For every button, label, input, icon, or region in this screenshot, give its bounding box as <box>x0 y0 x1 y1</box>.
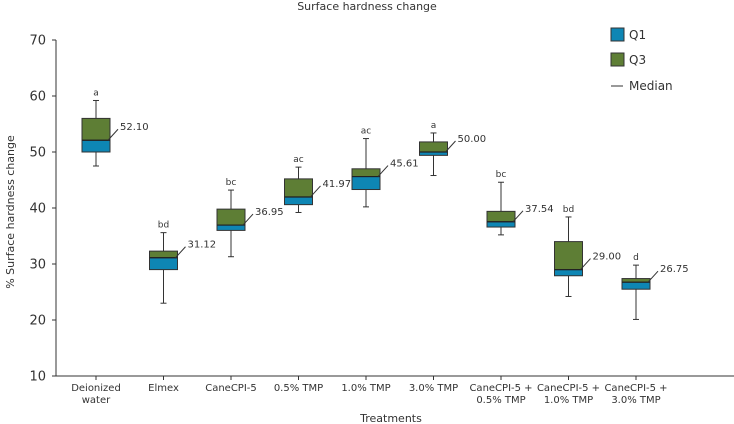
legend-median-label: Median <box>629 79 673 93</box>
q1-box <box>554 269 583 277</box>
box-plots: 52.10 a 31.12 bd 36.95 bc 41.97 ac 45.61 ac 50.00 a… <box>81 88 689 320</box>
x-tick-label: CaneCPI-5 + <box>604 383 667 394</box>
significance-letter: bd <box>158 221 169 231</box>
box-group: 45.61 ac <box>351 127 419 208</box>
y-tick-label: 60 <box>29 90 46 105</box>
x-tick-label: 1.0% TMP <box>544 395 593 406</box>
q1-box <box>621 281 651 290</box>
box-group: 29.00 bd <box>554 205 622 297</box>
y-tick-label: 10 <box>29 370 46 385</box>
y-tick-label: 20 <box>29 314 46 329</box>
x-tick-label: 3.0% TMP <box>611 395 660 406</box>
x-tick-label: 0.5% TMP <box>274 383 323 394</box>
y-tick-label: 70 <box>29 34 46 49</box>
y-axis-label: % Surface hardness change <box>4 135 17 289</box>
legend-q3-swatch <box>610 52 625 67</box>
significance-letter: ac <box>361 127 372 137</box>
box-group: 41.97 ac <box>284 155 352 213</box>
median-leader-line <box>310 185 321 198</box>
q3-box <box>486 210 516 223</box>
x-tick-label: CaneCPI-5 + <box>469 383 532 394</box>
median-value-label: 36.95 <box>255 207 284 218</box>
q1-box <box>284 196 313 206</box>
legend-q1-label: Q1 <box>629 28 646 42</box>
box-group: 37.54 bc <box>486 170 554 236</box>
chart-title: Surface hardness change <box>297 0 437 13</box>
q3-box <box>419 141 448 153</box>
median-leader-line <box>242 213 254 226</box>
median-value-label: 26.75 <box>660 264 689 275</box>
median-leader-line <box>175 246 186 259</box>
median-value-label: 41.97 <box>323 179 352 190</box>
x-tick-label: CaneCPI-5 + <box>537 383 600 394</box>
x-tick-label: 3.0% TMP <box>409 383 458 394</box>
median-leader-line <box>647 270 659 283</box>
box-group: 50.00 a <box>419 121 487 177</box>
box-group: 26.75 d <box>621 253 689 320</box>
x-tick-label: water <box>82 395 111 406</box>
q3-box <box>216 208 246 226</box>
x-tick-label: 1.0% TMP <box>341 383 390 394</box>
q1-box <box>149 257 178 271</box>
median-leader-line <box>512 210 524 223</box>
x-axis-label: Treatments <box>359 412 422 424</box>
x-tick-label: CaneCPI-5 <box>205 383 257 394</box>
median-leader-line <box>107 128 119 141</box>
median-value-label: 52.10 <box>120 122 149 133</box>
median-value-label: 29.00 <box>593 252 622 263</box>
legend-q1-swatch <box>610 27 625 42</box>
significance-letter: ac <box>293 155 304 165</box>
q1-box <box>486 221 516 228</box>
significance-letter: a <box>93 88 99 98</box>
q3-box <box>351 168 381 178</box>
x-tick-label: Elmex <box>148 383 179 394</box>
q1-box <box>81 139 111 153</box>
box-group: 31.12 bd <box>149 221 217 304</box>
q3-box <box>149 250 178 259</box>
significance-letter: a <box>431 121 437 131</box>
q3-box <box>554 241 583 271</box>
q1-box <box>351 176 381 191</box>
median-value-label: 37.54 <box>525 204 554 215</box>
significance-letter: bc <box>226 178 237 188</box>
y-tick-label: 50 <box>29 146 46 161</box>
y-tick-label: 30 <box>29 258 46 273</box>
x-tick-label: Deionized <box>71 383 121 394</box>
q3-box <box>284 178 313 198</box>
legend: Q1 Q3 Median <box>610 27 673 93</box>
median-leader-line <box>580 258 591 270</box>
significance-letter: bc <box>496 170 507 180</box>
median-leader-line <box>445 140 456 153</box>
median-value-label: 45.61 <box>390 159 419 170</box>
significance-letter: d <box>633 253 639 263</box>
significance-letter: bd <box>563 205 574 215</box>
median-value-label: 50.00 <box>458 134 487 145</box>
box-group: 52.10 a <box>81 88 149 167</box>
q1-box <box>216 224 246 231</box>
legend-q3-label: Q3 <box>629 53 646 67</box>
y-tick-label: 40 <box>29 202 46 217</box>
median-leader-line <box>377 165 389 177</box>
box-group: 36.95 bc <box>216 178 284 258</box>
q3-box <box>81 117 111 141</box>
median-value-label: 31.12 <box>188 240 217 251</box>
x-tick-label: 0.5% TMP <box>476 395 525 406</box>
